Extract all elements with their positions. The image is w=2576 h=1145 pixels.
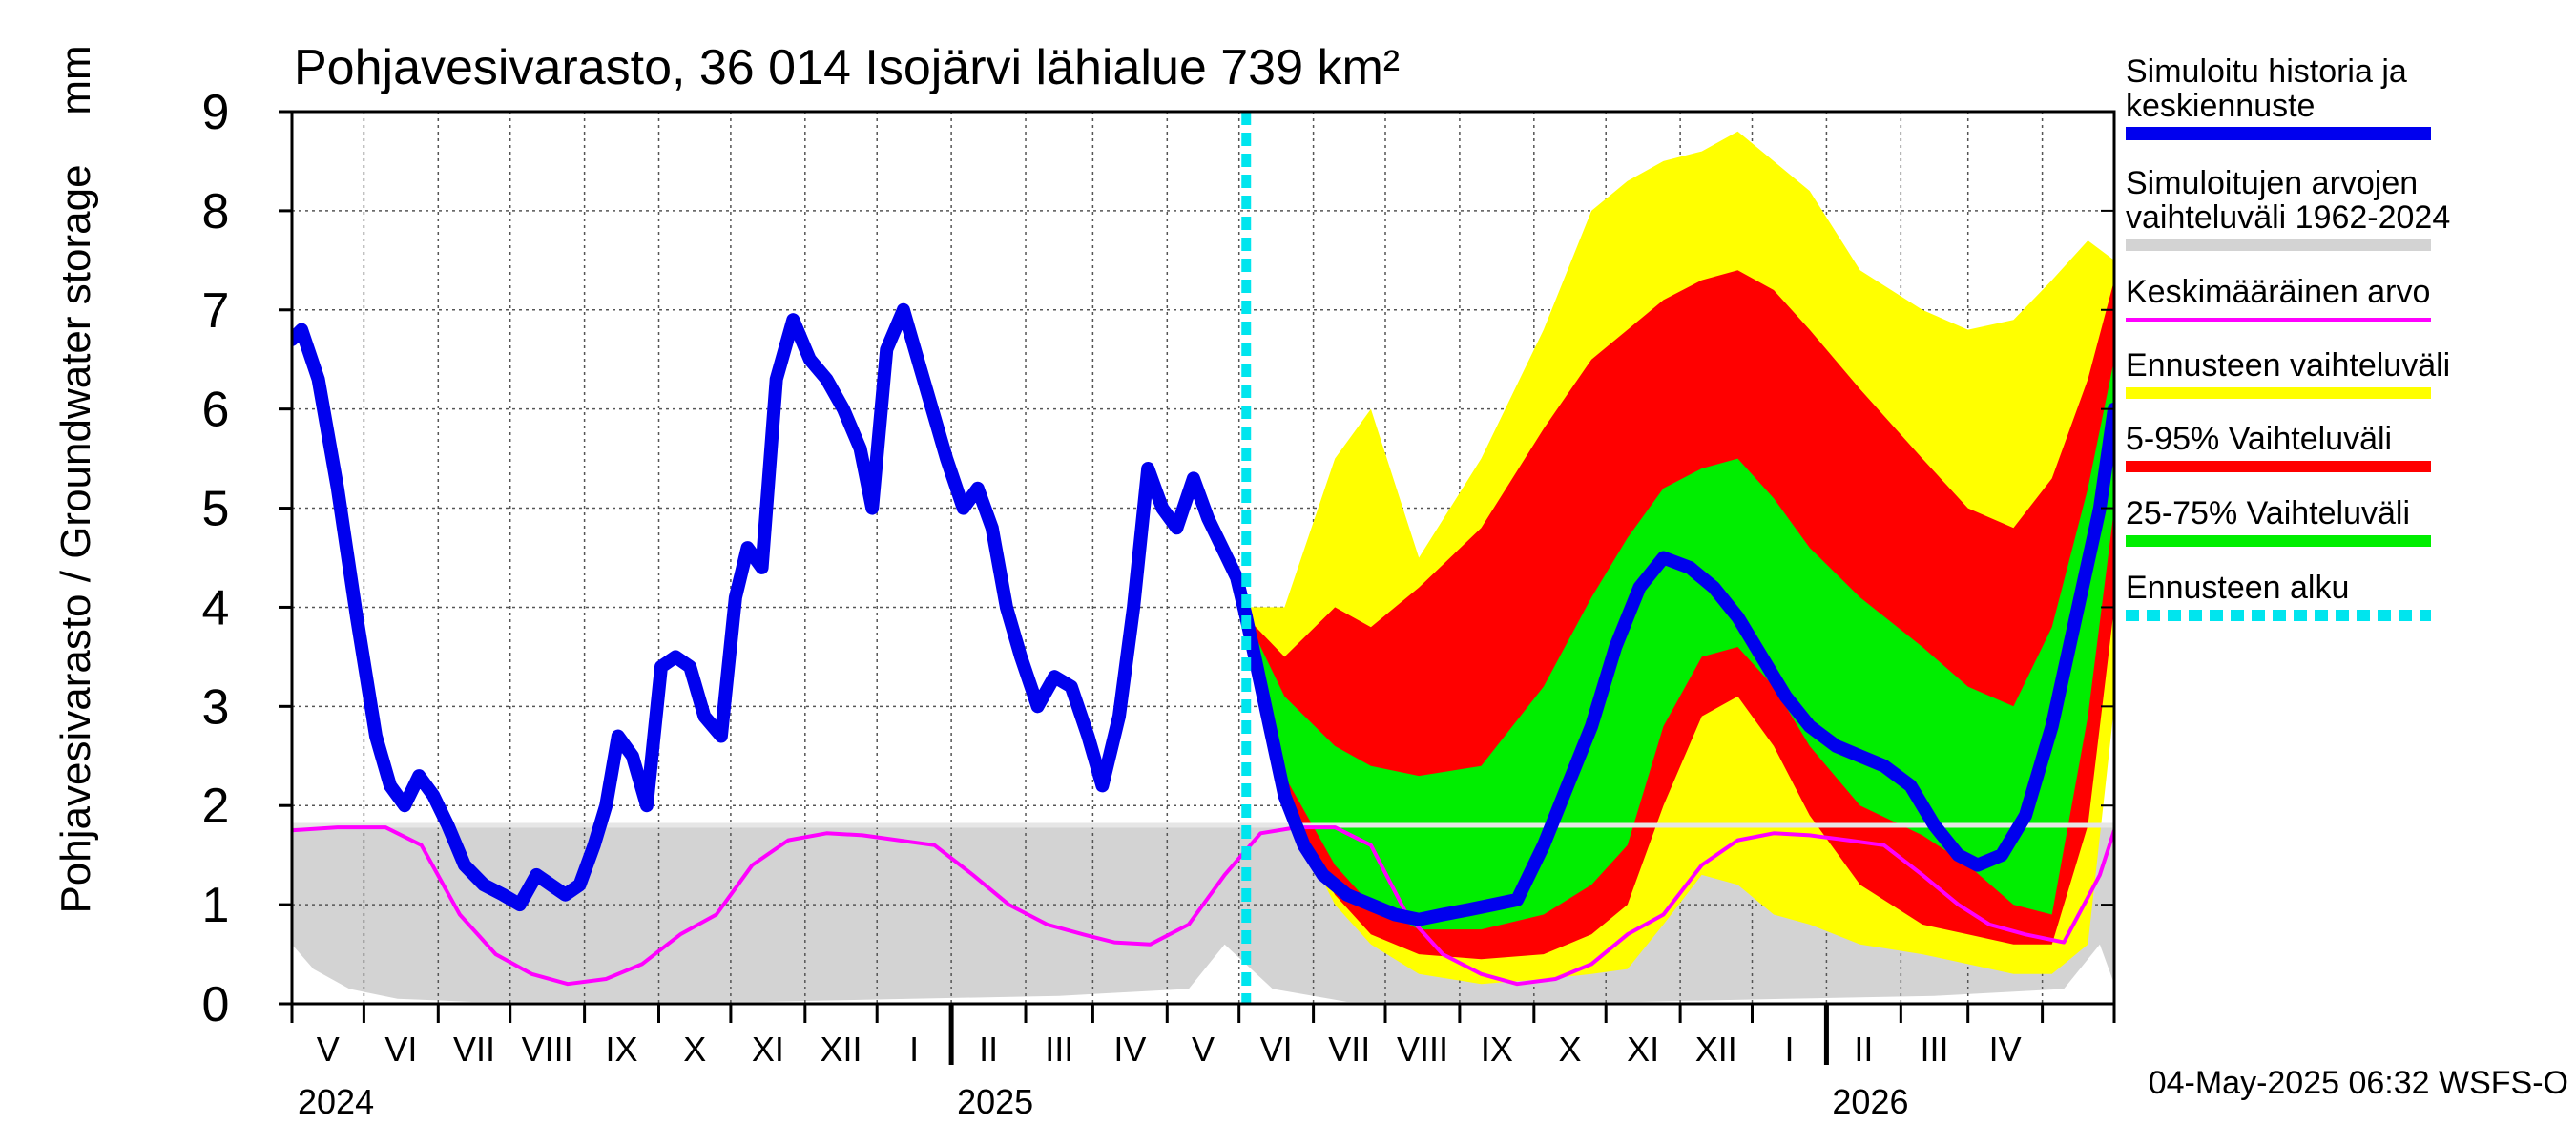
month-label: XI <box>1627 1030 1659 1069</box>
month-label: VII <box>1328 1030 1370 1069</box>
month-label: IX <box>606 1030 638 1069</box>
y-axis-unit: mm <box>52 45 99 114</box>
percentile-25-75-area <box>1246 359 2114 930</box>
legend-item-forecast-range: Ennusteen vaihteluväli <box>2126 347 2450 399</box>
month-label: IV <box>1113 1030 1146 1069</box>
month-label: XII <box>821 1030 862 1069</box>
legend-label: Simuloitujen arvojen <box>2126 165 2418 201</box>
month-label: XII <box>1695 1030 1737 1069</box>
legend-label: Ennusteen vaihteluväli <box>2126 347 2450 384</box>
y-axis: 0 1 2 3 4 5 6 7 8 9 <box>202 85 2114 1032</box>
month-label: III <box>1045 1030 1073 1069</box>
history-forecast-line <box>292 302 2114 926</box>
month-label: IV <box>1989 1030 2022 1069</box>
y-tick-label: 2 <box>202 779 230 834</box>
y-tick-label: 8 <box>202 184 230 239</box>
legend-label: 5-95% Vaihteluväli <box>2126 421 2392 457</box>
month-label: I <box>909 1030 919 1069</box>
y-tick-label: 4 <box>202 580 230 635</box>
month-label: V <box>1192 1030 1215 1069</box>
month-label: III <box>1921 1030 1949 1069</box>
y-axis-label: Pohjavesivarasto / Groundwater storage <box>52 164 99 913</box>
y-tick-label: 6 <box>202 383 230 438</box>
year-label: 2026 <box>1832 1082 1908 1121</box>
legend-label: Keskimääräinen arvo <box>2126 274 2430 310</box>
year-label: 2025 <box>957 1082 1033 1121</box>
plot-frame <box>290 110 2116 1006</box>
y-tick-label: 9 <box>202 85 230 140</box>
footer-timestamp: 04-May-2025 06:32 WSFS-O <box>2149 1065 2568 1101</box>
legend-label: vaihteluväli 1962-2024 <box>2126 199 2450 236</box>
month-label: II <box>979 1030 998 1069</box>
mean-value-line <box>292 825 2114 987</box>
month-label: VI <box>384 1030 417 1069</box>
month-label: X <box>683 1030 706 1069</box>
month-label: VIII <box>522 1030 573 1069</box>
legend-item-p5-95: 5-95% Vaihteluväli <box>2126 421 2431 472</box>
legend-item-p25-75: 25-75% Vaihteluväli <box>2126 495 2431 547</box>
month-label: VIII <box>1397 1030 1448 1069</box>
chart-title: Pohjavesivarasto, 36 014 Isojärvi lähial… <box>294 40 1400 95</box>
legend-item-mean: Keskimääräinen arvo <box>2126 274 2431 322</box>
month-label: VI <box>1260 1030 1293 1069</box>
y-tick-label: 1 <box>202 878 230 933</box>
plot-area <box>290 110 2116 1006</box>
legend-label: keskiennuste <box>2126 88 2315 124</box>
legend-label: Ennusteen alku <box>2126 570 2349 606</box>
y-tick-label: 3 <box>202 679 230 735</box>
legend-label: Simuloitu historia ja <box>2126 53 2407 90</box>
month-label: I <box>1784 1030 1794 1069</box>
month-label: VII <box>453 1030 495 1069</box>
month-label: V <box>317 1030 340 1069</box>
legend-label: 25-75% Vaihteluväli <box>2126 495 2410 531</box>
legend: Simuloitu historia jakeskiennusteSimuloi… <box>2126 53 2450 621</box>
month-label: X <box>1559 1030 1582 1069</box>
month-label: XI <box>752 1030 784 1069</box>
y-tick-label: 5 <box>202 482 230 537</box>
year-label: 2024 <box>298 1082 374 1121</box>
y-tick-label: 0 <box>202 977 230 1032</box>
legend-item-forecast-start: Ennusteen alku <box>2126 570 2431 621</box>
y-tick-label: 7 <box>202 283 230 339</box>
month-label: II <box>1854 1030 1873 1069</box>
lines-layer <box>292 112 2114 1004</box>
x-axis: V VI VII VIII IX X XI XII I II III IV V VI VII VIII IX X X… <box>290 1004 2116 1121</box>
month-label: IX <box>1481 1030 1513 1069</box>
